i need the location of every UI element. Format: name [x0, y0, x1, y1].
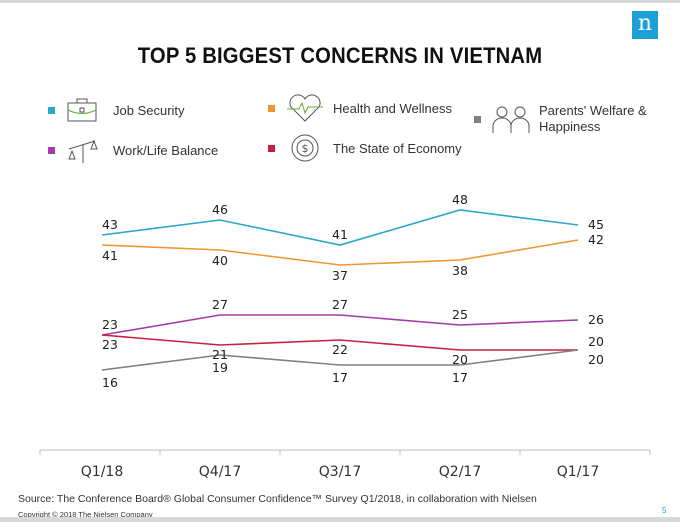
legend-state-of-economy: $ The State of Economy — [268, 133, 462, 163]
svg-text:$: $ — [302, 142, 309, 155]
legend-swatch — [48, 106, 55, 114]
legend-label: Parents' Welfare & Happiness — [539, 103, 647, 134]
data-label: 21 — [212, 347, 228, 362]
data-label: 46 — [212, 202, 228, 217]
data-label: 26 — [588, 312, 604, 327]
series-line — [101, 334, 578, 351]
scale-icon — [68, 139, 98, 163]
series-line — [101, 239, 579, 266]
legend-swatch — [48, 146, 55, 154]
x-tick-label: Q4/17 — [199, 464, 241, 480]
bottom-band — [0, 517, 680, 522]
series-line — [101, 314, 579, 336]
dollar-cycle-icon: $ — [291, 134, 319, 162]
x-tick-label: Q3/17 — [319, 464, 361, 480]
data-label: 27 — [212, 297, 228, 312]
x-tick-label: Q1/18 — [81, 464, 123, 480]
legend-label: The State of Economy — [333, 140, 462, 156]
source-note: Source: The Conference Board® Global Con… — [18, 493, 537, 505]
legend-work-life-balance: Work/Life Balance — [48, 135, 218, 165]
line-chart: Q1/18 Q4/17 Q3/17 Q2/17 Q1/17 43 46 41 48 45 41 40 3… — [39, 192, 651, 480]
nielsen-logo: n — [632, 11, 658, 39]
legend-job-security: Job Security — [48, 95, 185, 125]
data-label: 41 — [102, 248, 118, 263]
data-label: 17 — [332, 370, 348, 385]
legend-swatch — [268, 144, 275, 152]
data-label: 38 — [452, 263, 468, 278]
data-label: 20 — [588, 334, 604, 349]
data-label: 23 — [102, 317, 118, 332]
legend-health-and-wellness: Health and Wellness — [268, 93, 452, 123]
elderly-couple-icon — [492, 106, 530, 133]
data-label: 27 — [332, 297, 348, 312]
data-label: 37 — [332, 268, 348, 283]
data-label: 41 — [332, 227, 348, 242]
data-label: 17 — [452, 370, 468, 385]
data-label: 19 — [212, 360, 228, 375]
legend-label: Job Security — [113, 102, 185, 118]
chart-title: TOP 5 BIGGEST CONCERNS IN VIETNAM — [137, 43, 543, 68]
data-label: 48 — [452, 192, 468, 207]
data-label: 42 — [588, 232, 604, 247]
data-label: 45 — [588, 217, 604, 232]
data-label: 43 — [102, 217, 118, 232]
data-label: 16 — [102, 375, 118, 390]
data-label: 40 — [212, 253, 228, 268]
data-label: 23 — [102, 337, 118, 352]
legend-label: Health and Wellness — [333, 100, 452, 116]
legend-swatch — [268, 104, 275, 112]
data-label: 22 — [332, 342, 348, 357]
x-tick-label: Q2/17 — [439, 464, 481, 480]
data-label: 20 — [452, 352, 468, 367]
x-tick-label: Q1/17 — [557, 464, 599, 480]
copyright: Copyright © 2018 The Nielsen Company — [18, 510, 153, 519]
page-number: 5 — [662, 506, 667, 515]
briefcase-icon — [67, 98, 97, 122]
series-line — [101, 209, 579, 246]
series-line — [101, 349, 579, 371]
legend-label: Work/Life Balance — [113, 142, 219, 158]
data-label: 20 — [588, 352, 604, 367]
heart-pulse-icon — [287, 94, 323, 122]
legend-parents-welfare: Parents' Welfare & Happiness — [474, 103, 664, 135]
legend-swatch — [474, 115, 481, 123]
data-label: 25 — [452, 307, 468, 322]
